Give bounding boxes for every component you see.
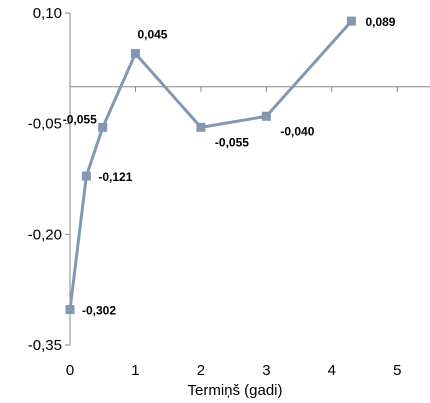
series: [65, 16, 356, 315]
x-tick-label: 3: [262, 362, 270, 379]
series-line: [68, 20, 353, 310]
data-point: [346, 16, 356, 26]
x-tick-label: 1: [131, 362, 139, 379]
axes: [65, 12, 430, 346]
y-tick-label: -0,20: [28, 226, 62, 243]
x-tick-labels: 0 1 2 3 4 5: [66, 362, 402, 379]
data-point: [261, 111, 271, 121]
y-tick-label: 0,10: [33, 5, 62, 22]
data-labels: -0,302 -0,121 -0,055 0,045 -0,055 -0,040 0,089: [63, 15, 396, 317]
x-axis-label: Termiņš (gadi): [187, 382, 282, 399]
x-tick-label: 2: [197, 362, 205, 379]
x-tick-label: 4: [328, 362, 336, 379]
y-tick-label: -0,35: [28, 337, 62, 354]
data-label: -0,055: [215, 135, 249, 149]
y-tick-labels: 0,10 -0,05 -0,20 -0,35: [28, 5, 62, 354]
data-label: 0,045: [137, 28, 167, 42]
y-tick-label: -0,05: [28, 116, 62, 133]
x-tick-label: 5: [393, 362, 401, 379]
data-label: -0,040: [280, 124, 314, 138]
data-point: [98, 122, 108, 132]
data-label: 0,089: [365, 15, 395, 29]
data-label: -0,302: [82, 304, 116, 318]
data-point: [130, 49, 140, 59]
x-tick-label: 0: [66, 362, 74, 379]
data-point: [196, 122, 206, 132]
data-label: -0,055: [63, 112, 97, 126]
data-label: -0,121: [98, 170, 132, 184]
data-point: [81, 171, 91, 181]
data-point: [65, 305, 75, 315]
